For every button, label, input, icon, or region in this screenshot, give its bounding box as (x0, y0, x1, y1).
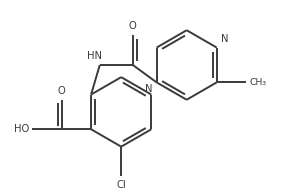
Text: CH₃: CH₃ (250, 78, 267, 87)
Text: Cl: Cl (116, 180, 126, 190)
Text: O: O (129, 21, 137, 31)
Text: HO: HO (14, 124, 29, 134)
Text: O: O (58, 86, 66, 96)
Text: N: N (221, 34, 229, 44)
Text: N: N (145, 84, 152, 94)
Text: HN: HN (87, 51, 102, 61)
